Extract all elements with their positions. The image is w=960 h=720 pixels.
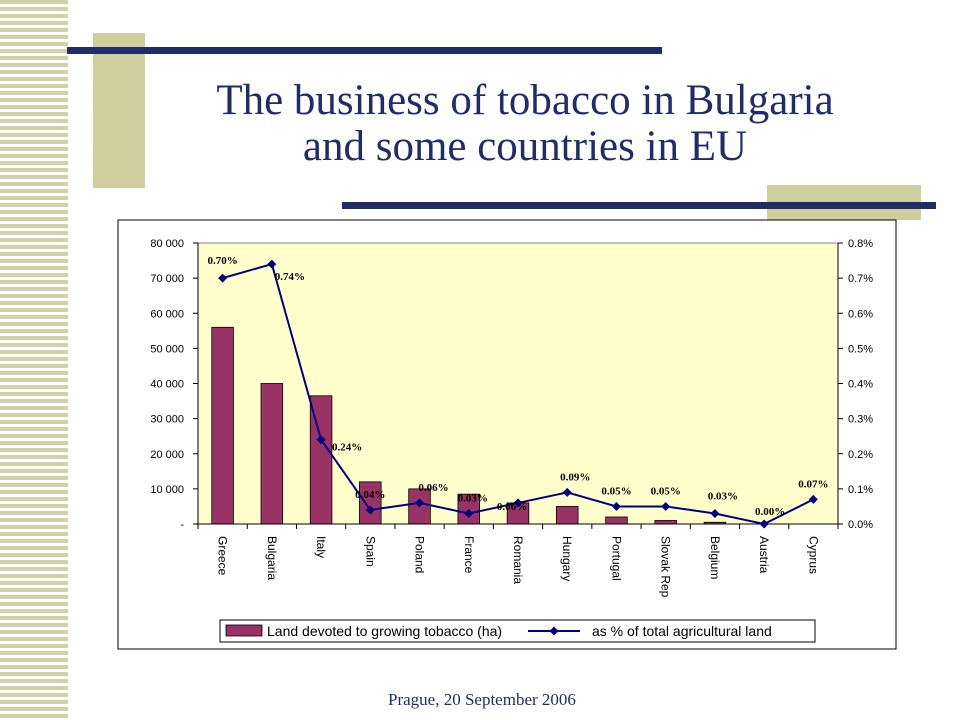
right-tick-label-2: 0.2% xyxy=(848,449,873,461)
right-tick-label-0: 0.0% xyxy=(848,519,873,531)
left-tick-label-0: - xyxy=(180,519,184,531)
data-label-11: 0.00% xyxy=(755,506,785,518)
category-label-8: Portugal xyxy=(609,536,623,581)
right-tick-label-4: 0.4% xyxy=(848,379,873,391)
bar-8 xyxy=(605,516,628,525)
category-label-0: Greece xyxy=(216,536,230,576)
decorative-rule-top xyxy=(67,47,662,54)
line-marker-9 xyxy=(661,501,671,511)
decorative-rule-bottom xyxy=(342,202,936,209)
data-label-10: 0.03% xyxy=(708,490,738,502)
legend-swatch-bars xyxy=(225,624,263,637)
right-tick-label-8: 0.8% xyxy=(848,238,873,250)
category-label-2: Italy xyxy=(314,536,328,558)
data-label-2: 0.24% xyxy=(332,442,362,454)
line-marker-10 xyxy=(710,508,720,518)
data-label-9: 0.05% xyxy=(651,485,681,497)
category-label-3: Spain xyxy=(363,536,377,567)
data-label-3: 0.04% xyxy=(355,489,385,501)
line-marker-1 xyxy=(267,259,277,269)
decorative-stripe-bar xyxy=(0,0,68,720)
bar-1 xyxy=(260,383,284,525)
line-marker-8 xyxy=(611,501,621,511)
line-marker-11 xyxy=(759,519,769,529)
left-tick-label-5: 50 000 xyxy=(150,343,184,355)
data-label-1: 0.74% xyxy=(275,271,305,283)
left-tick-label-7: 70 000 xyxy=(150,273,184,285)
category-label-11: Austria xyxy=(757,536,771,574)
line-marker-0 xyxy=(218,273,228,283)
legend-label-line: as % of total agricultural land xyxy=(592,623,772,639)
line-marker-7 xyxy=(562,487,572,497)
category-label-12: Cyprus xyxy=(806,536,820,574)
category-label-6: Romania xyxy=(511,536,525,584)
category-label-10: Belgium xyxy=(708,536,722,579)
data-label-6: 0.06% xyxy=(497,501,527,513)
left-tick-label-4: 40 000 xyxy=(150,379,184,391)
left-tick-label-2: 20 000 xyxy=(150,449,184,461)
decorative-block-left xyxy=(93,33,145,188)
category-label-9: Slovak Rep xyxy=(659,536,673,598)
bar-7 xyxy=(556,506,579,525)
data-label-5: 0.03% xyxy=(458,492,488,504)
line-marker-3 xyxy=(365,505,375,515)
legend-label-bars: Land devoted to growing tobacco (ha) xyxy=(267,623,502,639)
right-tick-label-3: 0.3% xyxy=(848,414,873,426)
category-label-5: France xyxy=(462,536,476,574)
category-label-1: Bulgaria xyxy=(265,536,279,580)
line-marker-6 xyxy=(513,498,523,508)
legend-swatch-marker xyxy=(549,626,559,636)
legend-box xyxy=(219,619,816,643)
data-label-4: 0.06% xyxy=(418,482,448,494)
right-tick-label-7: 0.7% xyxy=(848,273,873,285)
title-line-1: The business of tobacco in Bulgaria xyxy=(216,77,834,124)
left-tick-label-6: 60 000 xyxy=(150,308,184,320)
data-label-0: 0.70% xyxy=(207,255,237,267)
right-tick-label-6: 0.6% xyxy=(848,308,873,320)
left-tick-label-1: 10 000 xyxy=(150,484,184,496)
category-label-7: Hungary xyxy=(560,536,574,581)
category-label-4: Poland xyxy=(413,536,427,573)
footer-text: Prague, 20 September 2006 xyxy=(388,690,576,709)
line-marker-12 xyxy=(808,494,818,504)
bar-0 xyxy=(211,326,234,525)
bar-9 xyxy=(654,520,677,525)
right-tick-label-1: 0.1% xyxy=(848,484,873,496)
right-tick-label-5: 0.5% xyxy=(848,343,873,355)
line-marker-2 xyxy=(316,435,326,445)
data-label-7: 0.09% xyxy=(560,471,590,483)
page-title: The business of tobacco in Bulgaria and … xyxy=(150,78,900,170)
title-line-2: and some countries in EU xyxy=(302,123,748,170)
plot-area xyxy=(197,242,839,525)
left-tick-label-8: 80 000 xyxy=(150,238,184,250)
left-tick-label-3: 30 000 xyxy=(150,414,184,426)
line-marker-5 xyxy=(464,508,474,518)
line-marker-4 xyxy=(415,498,425,508)
data-label-12: 0.07% xyxy=(798,478,828,490)
data-label-8: 0.05% xyxy=(601,485,631,497)
